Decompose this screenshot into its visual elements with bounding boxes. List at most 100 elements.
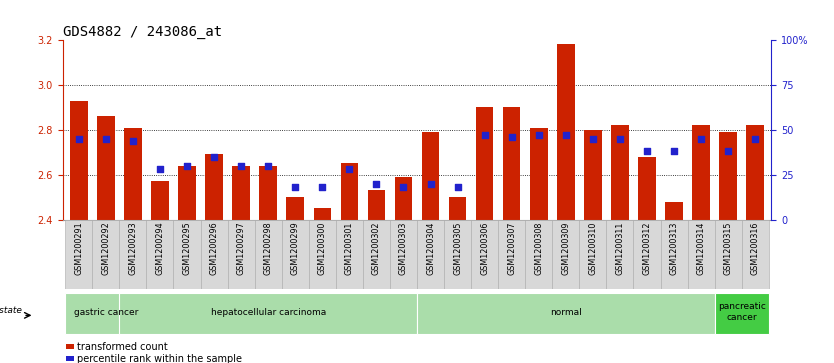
Text: pancreatic
cancer: pancreatic cancer xyxy=(718,302,766,322)
Bar xyxy=(173,220,200,289)
Point xyxy=(72,136,85,142)
Text: GSM1200303: GSM1200303 xyxy=(399,222,408,275)
Bar xyxy=(715,220,741,289)
Bar xyxy=(233,166,250,220)
Bar xyxy=(661,220,687,289)
Text: GSM1200294: GSM1200294 xyxy=(155,222,164,275)
Bar xyxy=(314,208,331,220)
Point xyxy=(451,184,465,190)
Text: GSM1200304: GSM1200304 xyxy=(426,222,435,275)
Bar xyxy=(741,220,769,289)
Point xyxy=(99,136,113,142)
Bar xyxy=(66,344,74,349)
Text: GSM1200297: GSM1200297 xyxy=(237,222,246,276)
Point xyxy=(532,132,545,138)
Point xyxy=(667,148,681,154)
Text: GSM1200311: GSM1200311 xyxy=(615,222,625,275)
Bar xyxy=(70,101,88,220)
Text: GSM1200298: GSM1200298 xyxy=(264,222,273,275)
Bar xyxy=(93,220,119,289)
Bar xyxy=(422,132,440,220)
Bar xyxy=(286,197,304,220)
Text: disease state: disease state xyxy=(0,306,22,315)
Text: hepatocellular carcinoma: hepatocellular carcinoma xyxy=(210,308,326,317)
Bar xyxy=(417,293,715,334)
Text: GSM1200308: GSM1200308 xyxy=(535,222,543,275)
Text: GSM1200305: GSM1200305 xyxy=(453,222,462,275)
Bar xyxy=(666,202,683,220)
Bar xyxy=(151,182,168,220)
Bar xyxy=(746,125,764,220)
Text: GSM1200306: GSM1200306 xyxy=(480,222,490,275)
Bar xyxy=(65,293,147,334)
Text: GSM1200301: GSM1200301 xyxy=(344,222,354,275)
Point xyxy=(721,148,735,154)
Bar xyxy=(606,220,634,289)
Bar xyxy=(503,107,520,220)
Bar xyxy=(336,220,363,289)
Bar xyxy=(498,220,525,289)
Bar xyxy=(178,166,196,220)
Point xyxy=(126,138,139,143)
Point xyxy=(749,136,762,142)
Bar xyxy=(254,220,282,289)
Bar xyxy=(476,107,494,220)
Bar xyxy=(580,220,606,289)
Bar xyxy=(363,220,390,289)
Text: GSM1200302: GSM1200302 xyxy=(372,222,381,275)
Bar xyxy=(66,356,74,361)
Text: transformed count: transformed count xyxy=(78,342,168,352)
Bar xyxy=(124,127,142,220)
Bar xyxy=(65,220,93,289)
Bar xyxy=(147,220,173,289)
Bar xyxy=(368,191,385,220)
Bar xyxy=(530,127,548,220)
Bar xyxy=(634,220,661,289)
Point xyxy=(397,184,410,190)
Bar xyxy=(119,293,417,334)
Text: normal: normal xyxy=(550,308,581,317)
Text: GSM1200291: GSM1200291 xyxy=(74,222,83,275)
Text: GSM1200295: GSM1200295 xyxy=(183,222,192,276)
Bar xyxy=(471,220,498,289)
Bar xyxy=(228,220,254,289)
Text: GSM1200313: GSM1200313 xyxy=(670,222,679,275)
Bar xyxy=(715,293,769,334)
Point xyxy=(153,166,167,172)
Bar xyxy=(200,220,228,289)
Text: GSM1200296: GSM1200296 xyxy=(209,222,219,275)
Point xyxy=(208,154,221,160)
Point xyxy=(695,136,708,142)
Point xyxy=(559,132,572,138)
Text: gastric cancer: gastric cancer xyxy=(73,308,138,317)
Bar xyxy=(638,157,656,220)
Text: GSM1200300: GSM1200300 xyxy=(318,222,327,275)
Bar xyxy=(259,166,277,220)
Point xyxy=(613,136,626,142)
Text: GSM1200307: GSM1200307 xyxy=(507,222,516,275)
Point xyxy=(234,163,248,169)
Point xyxy=(424,181,437,187)
Text: GSM1200316: GSM1200316 xyxy=(751,222,760,275)
Bar xyxy=(390,220,417,289)
Bar xyxy=(525,220,552,289)
Point xyxy=(478,132,491,138)
Bar xyxy=(692,125,710,220)
Point xyxy=(315,184,329,190)
Point xyxy=(586,136,600,142)
Bar xyxy=(205,155,223,220)
Bar xyxy=(611,125,629,220)
Text: percentile rank within the sample: percentile rank within the sample xyxy=(78,354,243,363)
Text: GSM1200315: GSM1200315 xyxy=(724,222,732,275)
Point xyxy=(343,166,356,172)
Bar xyxy=(584,130,601,220)
Point xyxy=(289,184,302,190)
Text: GSM1200292: GSM1200292 xyxy=(102,222,110,276)
Text: GDS4882 / 243086_at: GDS4882 / 243086_at xyxy=(63,25,222,39)
Point xyxy=(262,163,275,169)
Bar xyxy=(687,220,715,289)
Bar xyxy=(552,220,580,289)
Bar xyxy=(449,197,466,220)
Bar xyxy=(340,163,358,220)
Text: GSM1200309: GSM1200309 xyxy=(561,222,570,275)
